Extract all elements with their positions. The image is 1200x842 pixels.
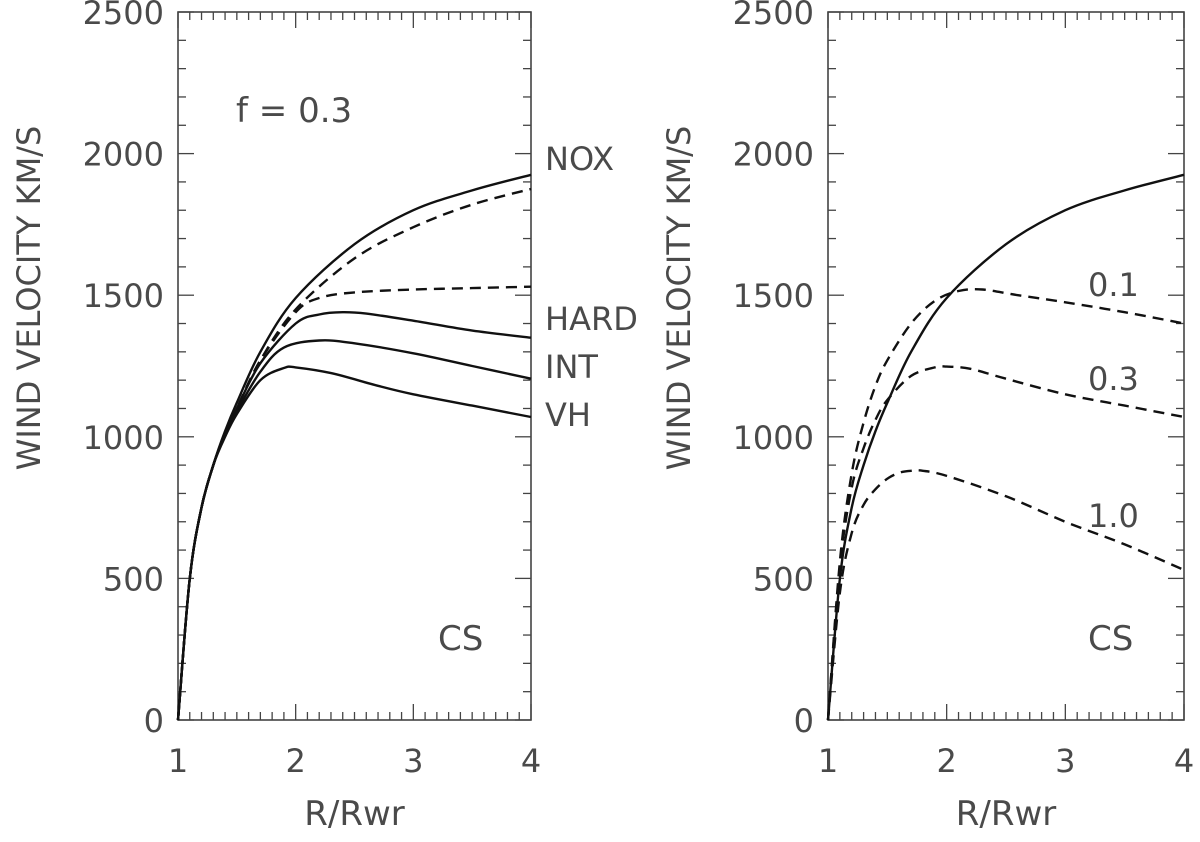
y-tick-label: 500 [103,560,164,598]
y-tick-label: 2000 [83,136,164,174]
x-tick-label: 4 [1174,742,1194,780]
annotation-param: f = 0.3 [236,91,352,131]
annotation-corner: CS [438,619,483,659]
series-line-2-4 [826,469,1185,721]
y-tick-label: 1500 [733,277,814,315]
x-tick-label: 4 [521,742,541,780]
x-tick-label: 2 [936,742,956,780]
y-tick-label: 1000 [83,419,164,457]
x-tick-label: 1 [168,742,188,780]
series-label: INT [545,348,598,386]
y-tick-label: 2500 [83,0,164,32]
y-tick-label: 2000 [733,136,814,174]
series-label: 1.0 [1088,497,1139,535]
y-tick-label: 1000 [733,419,814,457]
annotation-corner: CS [1088,619,1133,659]
y-axis-title: WIND VELOCITY KM/S [660,126,698,471]
series-label: VH [545,396,591,434]
y-tick-label: 0 [794,702,814,740]
series-label: 0.3 [1088,360,1139,398]
series-label: 0.1 [1088,266,1139,304]
series-line-1-5 [176,339,532,721]
series-line-2-2 [826,287,1185,721]
y-tick-label: 2500 [733,0,814,32]
x-tick-label: 1 [818,742,838,780]
y-tick-label: 500 [753,560,814,598]
y-tick-label: 0 [144,702,164,740]
x-axis-title: R/Rwr [304,794,405,834]
series-line-2-1 [826,173,1185,721]
y-axis-title: WIND VELOCITY KM/S [10,126,48,471]
x-tick-label: 2 [285,742,305,780]
series-line-1-6 [176,365,532,721]
y-tick-label: 1500 [83,277,164,315]
x-tick-label: 3 [1055,742,1075,780]
plot-frame-1 [177,11,532,721]
series-line-2-3 [826,365,1185,721]
series-label: NOX [545,140,614,178]
x-axis-title: R/Rwr [956,794,1057,834]
x-tick-label: 3 [403,742,423,780]
series-label: HARD [545,300,638,338]
